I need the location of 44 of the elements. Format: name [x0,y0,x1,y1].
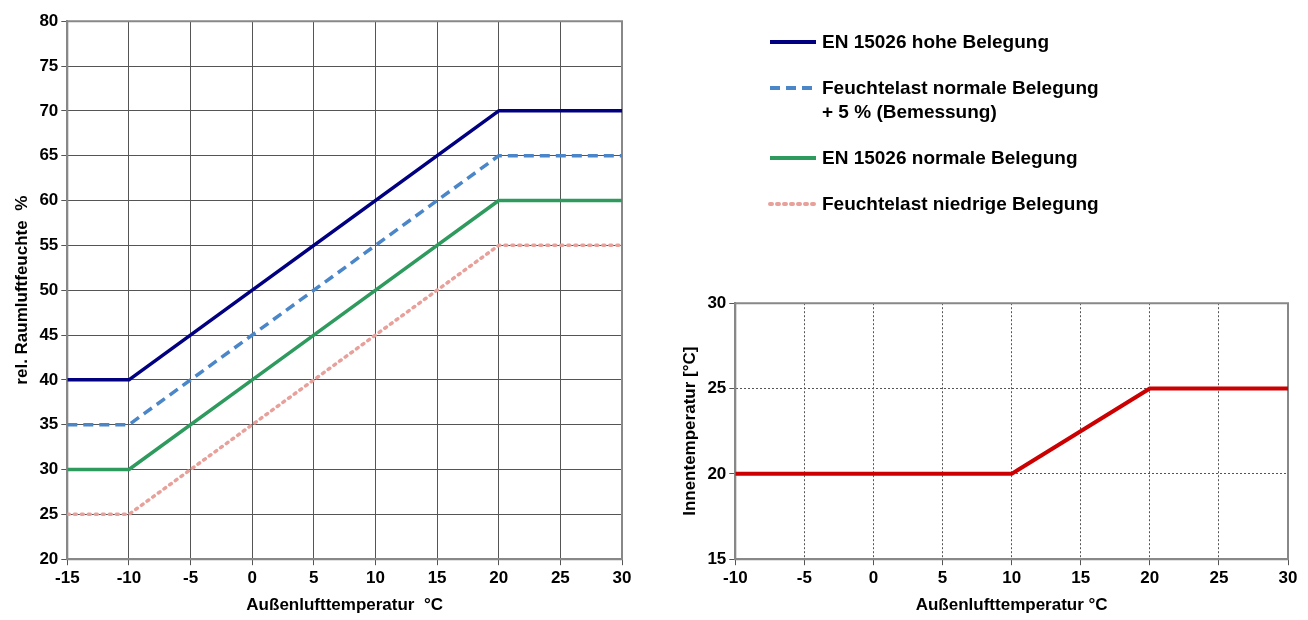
legend-label: Feuchtelast niedrige Belegung [822,192,1100,216]
legend-label: EN 15026 normale Belegung [822,146,1079,170]
y-tick-label: 80 [39,10,59,30]
x-tick-label: 0 [247,568,257,588]
y-tick-label: 55 [39,235,59,255]
x-axis-title: Außenlufttemperatur °C [915,595,1108,615]
y-tick-label: 70 [39,100,59,120]
x-tick-label: 30 [1278,568,1298,588]
x-tick-label: -5 [796,568,812,588]
x-tick-label: 15 [427,568,447,588]
x-tick-label: -10 [116,568,142,588]
y-tick-label: 30 [707,292,727,312]
x-tick-label: 5 [309,568,319,588]
x-tick-label: 25 [550,568,570,588]
y-tick-label: 75 [39,55,59,75]
x-tick-label: 25 [1209,568,1229,588]
x-tick-label: 20 [489,568,509,588]
x-tick-label: 10 [1002,568,1022,588]
x-tick-label: 10 [366,568,385,588]
y-tick-label: 30 [39,459,59,479]
y-tick-label: 20 [707,463,727,483]
y-tick-label: 25 [707,378,727,398]
x-tick-label: 0 [868,568,879,588]
y-tick-label: 40 [39,369,59,389]
legend-label: Feuchtelast normale Belegung + 5 % (Bemessung) [822,76,1100,124]
y-tick-label: 65 [39,145,59,165]
y-tick-label: 35 [39,414,59,434]
y-tick-label: 45 [39,324,59,344]
y-tick-label: 25 [39,504,59,524]
x-tick-label: -15 [55,568,80,588]
x-tick-label: 30 [612,568,632,588]
x-tick-label: 5 [937,568,948,588]
x-tick-label: 15 [1071,568,1091,588]
y-tick-label: 20 [39,548,59,568]
y-axis-title: rel. Raumluftfeuchte % [11,195,31,385]
legend-label: EN 15026 hohe Belegung [822,30,1050,54]
y-axis-title: Innentemperatur [°C] [679,346,699,516]
y-tick-label: 50 [39,279,59,299]
x-tick-label: 20 [1140,568,1160,588]
x-axis-title: Außenlufttemperatur °C [246,595,443,615]
y-tick-label: 15 [707,548,727,568]
x-tick-label: -5 [183,568,199,588]
x-tick-label: -10 [723,568,748,588]
y-tick-label: 60 [39,190,59,210]
